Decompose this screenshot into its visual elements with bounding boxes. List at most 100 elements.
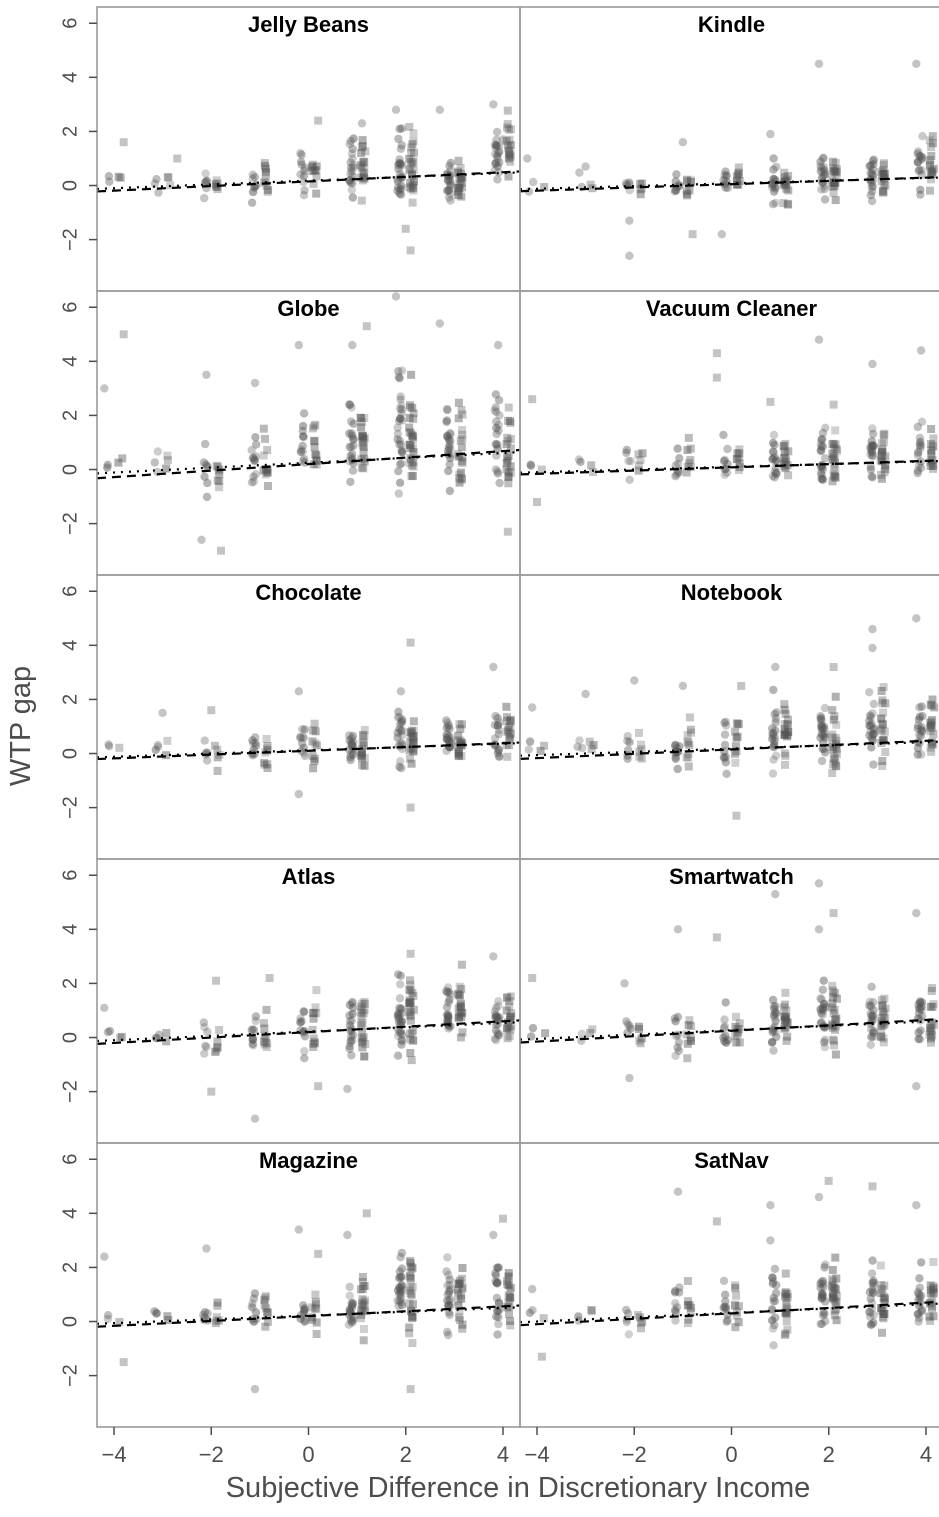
data-point-circle: [816, 1319, 825, 1329]
panel-satnav: SatNav: [519, 1142, 939, 1428]
data-point-circle: [768, 454, 777, 463]
data-point-square: [360, 157, 369, 166]
data-point-circle: [674, 468, 683, 477]
data-point-square: [358, 753, 367, 762]
panel-points: [97, 292, 520, 555]
data-point-square: [879, 430, 888, 439]
data-point-circle: [491, 390, 501, 399]
data-point-square: [877, 474, 886, 483]
data-point-circle: [343, 1230, 352, 1240]
data-point-square: [504, 1023, 513, 1032]
data-point-square: [507, 1022, 516, 1030]
data-point-circle: [821, 1317, 830, 1326]
data-point-circle: [625, 216, 634, 225]
data-point-circle: [771, 456, 781, 466]
data-point-square: [828, 733, 837, 742]
data-point-square: [928, 1031, 937, 1040]
data-point-circle: [818, 744, 827, 753]
data-point-circle: [251, 733, 260, 742]
data-point-circle: [444, 1270, 453, 1280]
data-point-circle: [671, 1299, 680, 1308]
data-point-circle: [820, 170, 829, 180]
data-point-square: [928, 166, 937, 175]
data-point-square: [832, 762, 841, 771]
data-point-square: [409, 186, 418, 195]
data-point-square: [309, 1009, 317, 1017]
data-point-circle: [348, 160, 358, 170]
data-point-square: [506, 417, 514, 426]
data-point-circle: [818, 985, 827, 994]
data-point-circle: [394, 741, 404, 750]
data-point-circle: [913, 149, 922, 158]
data-point-circle: [248, 1034, 257, 1044]
data-point-circle: [251, 452, 261, 461]
data-point-square: [779, 199, 788, 208]
data-point-square: [506, 1293, 515, 1302]
y-tick-label: 4: [59, 924, 81, 935]
data-point-circle: [493, 1330, 502, 1339]
y-tick-label: 2: [59, 978, 81, 989]
data-point-circle: [914, 147, 923, 156]
data-point-circle: [397, 715, 407, 724]
data-point-circle: [869, 155, 878, 164]
data-point-square: [828, 706, 837, 715]
data-point-circle: [721, 752, 731, 762]
data-point-square: [831, 466, 840, 475]
data-point-circle: [347, 1299, 356, 1308]
data-point-circle: [819, 731, 829, 740]
data-point-circle: [100, 1252, 109, 1261]
data-point-square: [311, 739, 320, 748]
data-point-circle: [490, 734, 500, 743]
data-point-square: [507, 1283, 516, 1292]
data-point-square: [409, 747, 417, 756]
data-point-square: [506, 152, 515, 161]
data-point-square: [878, 1007, 887, 1016]
data-point-square: [635, 747, 644, 756]
data-point-circle: [865, 688, 874, 697]
data-point-circle: [247, 478, 257, 487]
data-point-circle: [770, 1004, 779, 1014]
data-point-square: [830, 1284, 839, 1293]
data-point-circle: [442, 716, 451, 725]
data-point-circle: [867, 719, 876, 728]
data-point-square: [312, 189, 321, 198]
data-point-square: [780, 720, 789, 729]
data-point-circle: [867, 734, 876, 743]
panel-kindle: Kindle: [519, 6, 939, 292]
data-point-circle: [393, 423, 402, 432]
data-point-square: [876, 456, 885, 465]
data-point-circle: [493, 1306, 502, 1316]
data-point-circle: [868, 643, 877, 653]
data-point-square: [312, 457, 321, 465]
data-point-square: [408, 140, 417, 149]
data-point-circle: [814, 1192, 824, 1202]
data-point-square: [504, 451, 513, 460]
data-point-square: [504, 403, 513, 412]
data-point-circle: [818, 1276, 828, 1286]
data-point-square: [357, 149, 366, 158]
data-point-square: [782, 1006, 791, 1015]
data-point-square: [878, 696, 887, 705]
data-point-circle: [202, 1244, 211, 1253]
data-point-circle: [915, 738, 924, 748]
data-point-circle: [300, 163, 310, 173]
data-point-square: [360, 1298, 369, 1307]
data-point-square: [877, 715, 886, 723]
data-point-circle: [768, 1027, 777, 1037]
data-point-circle: [671, 752, 680, 762]
data-point-circle: [869, 1318, 878, 1328]
data-point-circle: [297, 445, 306, 454]
data-point-square: [456, 163, 465, 172]
data-point-circle: [445, 742, 454, 752]
data-point-circle: [820, 184, 829, 194]
data-point-square: [212, 1316, 221, 1325]
data-point-square: [528, 395, 537, 404]
data-point-circle: [347, 185, 356, 194]
data-point-circle: [346, 451, 355, 461]
data-point-circle: [868, 359, 877, 369]
data-point-square: [877, 457, 886, 466]
data-point-circle: [489, 952, 498, 961]
data-point-square: [830, 181, 839, 190]
data-point-circle: [673, 925, 683, 934]
data-point-circle: [817, 1319, 827, 1329]
